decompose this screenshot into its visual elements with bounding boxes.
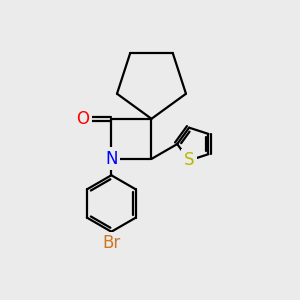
- Text: S: S: [184, 152, 194, 169]
- Text: Br: Br: [102, 234, 121, 252]
- Text: N: N: [105, 150, 118, 168]
- Text: O: O: [76, 110, 89, 128]
